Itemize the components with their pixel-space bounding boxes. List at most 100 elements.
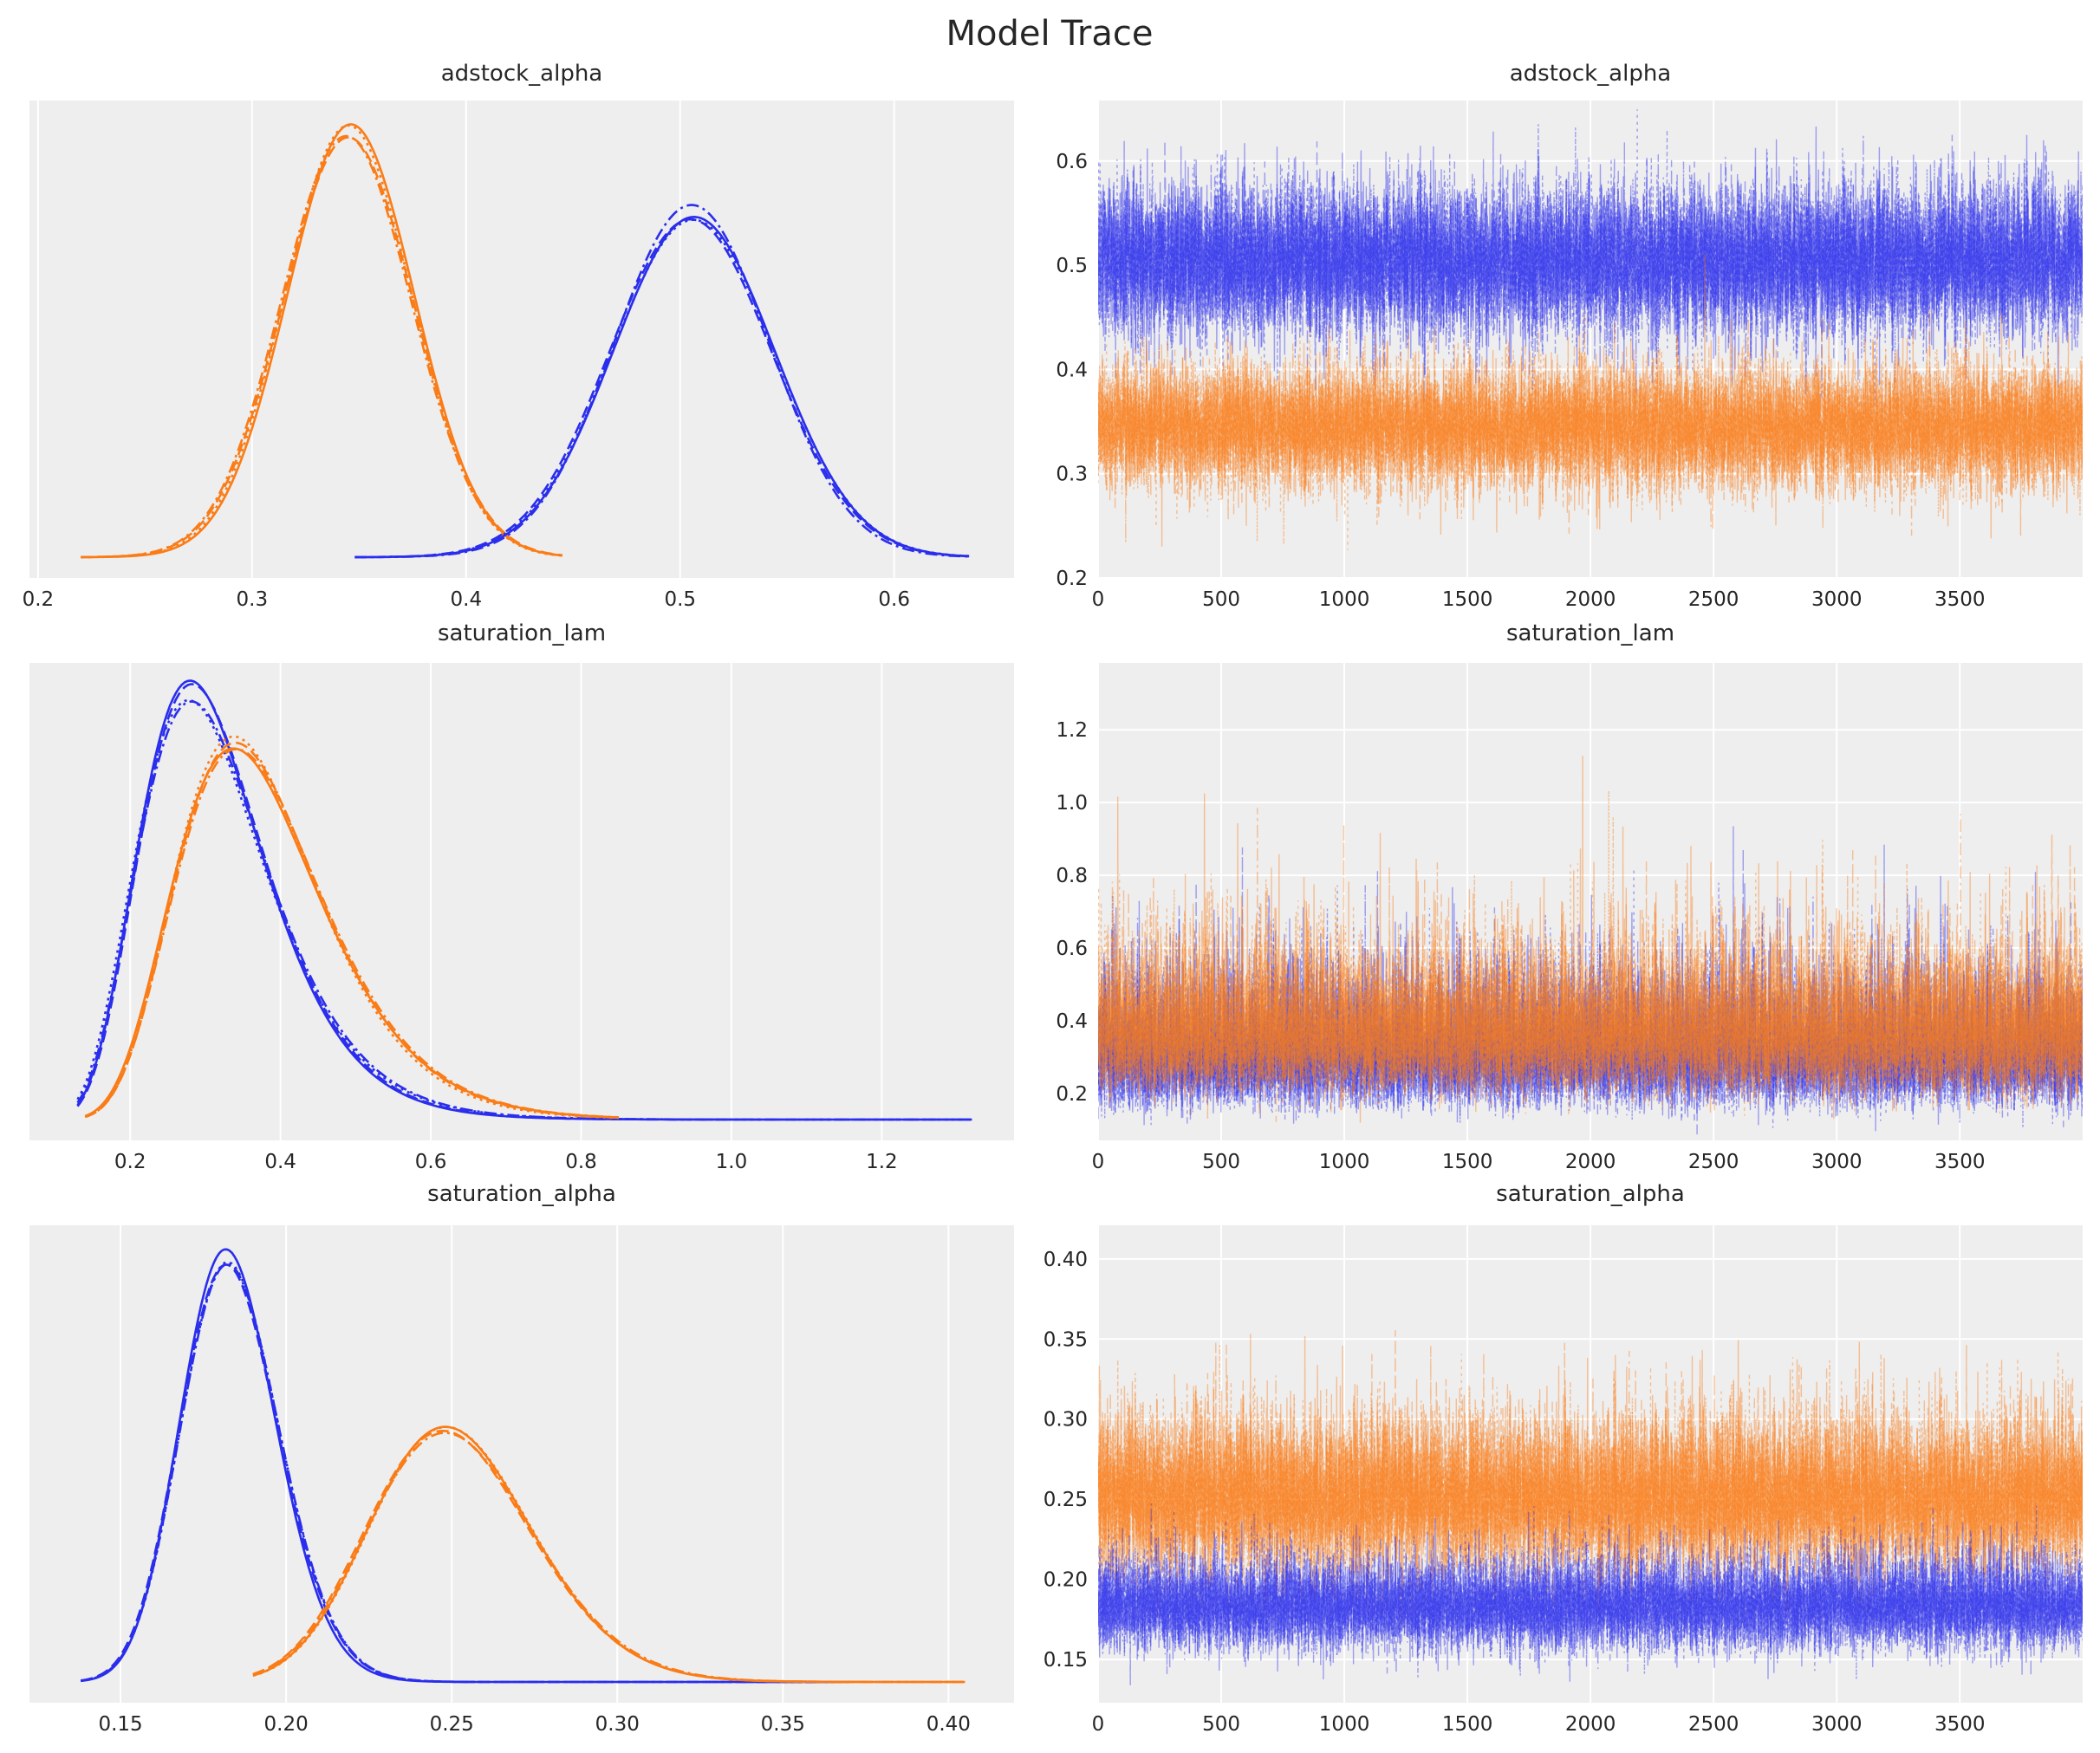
trace-line-blue-chain-2 (1098, 109, 2083, 406)
trace-line-orange-chain-3 (1098, 808, 2083, 1122)
x-tick-label: 0.3 (237, 588, 269, 611)
y-tick-label: 0.4 (1056, 359, 1088, 381)
x-tick-label: 1500 (1442, 1713, 1493, 1736)
x-tick-label: 3000 (1811, 588, 1863, 611)
y-tick-label: 0.8 (1056, 865, 1088, 887)
y-tick-label: 0.25 (1043, 1489, 1088, 1511)
kde-line-orange-chain-3 (84, 748, 619, 1119)
y-tick-label: 0.6 (1056, 938, 1088, 960)
trace-line-orange-chain-3 (1098, 312, 2083, 543)
trace-line-blue-chain-1 (1098, 134, 2083, 393)
plot-area (29, 101, 1014, 578)
x-tick-label: 0 (1092, 588, 1105, 611)
trace-line-blue-chain-0 (1098, 872, 2083, 1132)
kde-line-blue-chain-1 (354, 218, 970, 559)
x-tick-label: 500 (1202, 588, 1240, 611)
x-tick-label: 0.15 (98, 1713, 142, 1736)
x-tick-label: 0.2 (114, 1151, 146, 1173)
trace-line-orange-chain-1 (1098, 824, 2083, 1119)
kde-line-blue-chain-3 (81, 1263, 849, 1684)
trace-line-blue-chain-3 (1098, 131, 2083, 403)
x-tick-label: 2500 (1688, 1151, 1739, 1173)
x-tick-label: 1000 (1319, 1151, 1370, 1173)
trace-line-blue-chain-1 (1098, 1516, 2083, 1685)
x-tick-label: 1000 (1319, 1713, 1370, 1736)
x-tick-label: 0.4 (264, 1151, 296, 1173)
trace-line-orange-chain-1 (1098, 1329, 2083, 1627)
x-tick-label: 2500 (1688, 588, 1739, 611)
x-tick-label: 0.25 (430, 1713, 474, 1736)
trace-line-blue-chain-3 (1098, 848, 2083, 1135)
panel-trace-saturation_lam: saturation_lam 0 500 1000 1500 2000 2500 3000 35… (1056, 620, 2083, 1173)
x-tick-label: 0.30 (595, 1713, 640, 1736)
x-tick-label: 2000 (1565, 1151, 1616, 1173)
y-tick-label: 0.20 (1043, 1569, 1088, 1592)
trace-line-blue-chain-2 (1098, 868, 2083, 1128)
trace-line-orange-chain-2 (1098, 1345, 2083, 1618)
trace-line-orange-chain-2 (1098, 321, 2083, 550)
panel-kde-saturation_lam: saturation_lam 0.2 0.4 0.6 0.8 1.0 1.2 (29, 620, 1014, 1173)
subplot-title: saturation_alpha (427, 1181, 616, 1207)
panel-kde-adstock_alpha: adstock_alpha 0.2 0.3 0.4 0.5 0.6 (23, 61, 1014, 611)
subplot-title: saturation_lam (1506, 620, 1674, 646)
x-tick-label: 0.40 (926, 1713, 971, 1736)
x-tick-label: 0.20 (264, 1713, 309, 1736)
y-tick-label: 0.2 (1056, 1083, 1088, 1106)
y-tick-label: 0.40 (1043, 1249, 1088, 1271)
x-tick-label: 2500 (1688, 1713, 1739, 1736)
x-tick-label: 0.8 (565, 1151, 597, 1173)
x-tick-label: 500 (1202, 1151, 1240, 1173)
x-tick-label: 3500 (1934, 1151, 1986, 1173)
plot-area (29, 1225, 1014, 1703)
trace-line-blue-chain-0 (1098, 126, 2083, 395)
x-tick-label: 2000 (1565, 588, 1616, 611)
panel-kde-saturation_alpha: saturation_alpha 0.15 0.20 0.25 0.30 0.35 0.40 (29, 1181, 1014, 1736)
trace-line-blue-chain-3 (1098, 1503, 2083, 1682)
trace-line-blue-chain-0 (1098, 1511, 2083, 1679)
x-tick-label: 1500 (1442, 1151, 1493, 1173)
panel-trace-saturation_alpha: saturation_alpha 0 500 1000 1500 2000 2500 3000… (1043, 1181, 2083, 1736)
subplot-title: saturation_lam (438, 620, 606, 646)
kde-line-blue-chain-3 (354, 204, 970, 559)
trace-line-orange-chain-1 (1098, 308, 2083, 536)
x-tick-label: 2000 (1565, 1713, 1616, 1736)
y-tick-label: 0.5 (1056, 255, 1088, 277)
x-tick-label: 3000 (1811, 1713, 1863, 1736)
trace-line-orange-chain-0 (1098, 756, 2083, 1123)
trace-line-blue-chain-2 (1098, 1505, 2083, 1679)
x-tick-label: 1000 (1319, 588, 1370, 611)
y-tick-label: 1.0 (1056, 792, 1088, 815)
plot-area (29, 663, 1014, 1140)
y-tick-label: 0.15 (1043, 1649, 1088, 1672)
subplot-title: saturation_alpha (1496, 1181, 1685, 1207)
trace-line-blue-chain-1 (1098, 826, 2083, 1127)
kde-line-blue-chain-2 (354, 218, 970, 559)
x-tick-label: 1500 (1442, 588, 1493, 611)
subplot-title: adstock_alpha (1510, 61, 1672, 87)
trace-line-orange-chain-0 (1098, 254, 2083, 547)
panel-trace-adstock_alpha: adstock_alpha 0 500 1000 1500 2000 2500 3000 350… (1056, 61, 2083, 611)
x-tick-label: 0.4 (451, 588, 483, 611)
trace-line-orange-chain-0 (1098, 1335, 2083, 1613)
y-tick-label: 0.6 (1056, 151, 1088, 173)
x-tick-label: 3500 (1934, 1713, 1986, 1736)
x-tick-label: 3000 (1811, 1151, 1863, 1173)
x-tick-label: 1.2 (866, 1151, 898, 1173)
kde-line-orange-chain-2 (81, 124, 563, 559)
trace-line-orange-chain-2 (1098, 790, 2083, 1117)
y-tick-label: 0.2 (1056, 568, 1088, 590)
kde-line-orange-chain-3 (252, 1432, 965, 1684)
x-tick-label: 0.2 (23, 588, 55, 611)
x-tick-label: 500 (1202, 1713, 1240, 1736)
kde-line-orange-chain-3 (81, 134, 563, 559)
subplot-title: adstock_alpha (441, 61, 603, 87)
y-tick-label: 0.35 (1043, 1328, 1088, 1351)
x-tick-label: 0.6 (878, 588, 910, 611)
trace-line-orange-chain-3 (1098, 1342, 2083, 1616)
figure-title: Model Trace (946, 14, 1154, 54)
x-tick-label: 3500 (1934, 588, 1986, 611)
y-tick-label: 1.2 (1056, 719, 1088, 742)
x-tick-label: 0 (1092, 1151, 1105, 1173)
x-tick-label: 0 (1092, 1713, 1105, 1736)
